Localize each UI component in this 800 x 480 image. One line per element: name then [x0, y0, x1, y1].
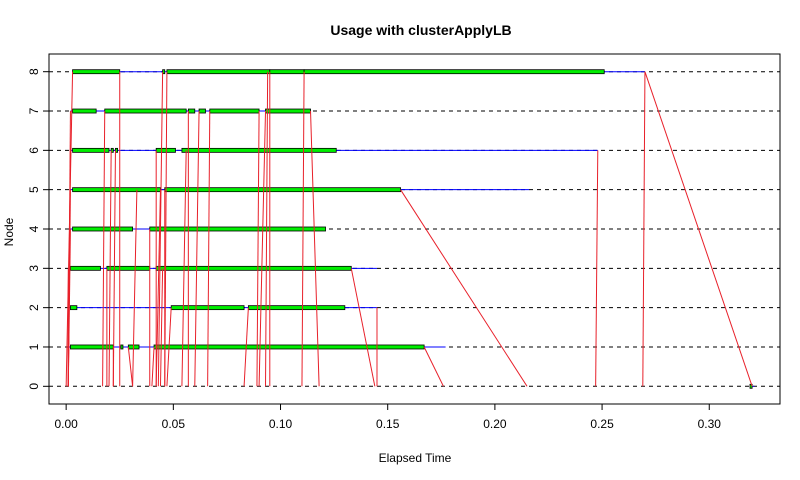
send-line	[400, 189, 528, 387]
task-bar	[164, 187, 401, 193]
y-axis-label: Node	[2, 217, 16, 246]
y-tick-label: 0	[27, 383, 41, 390]
send-line	[159, 268, 164, 387]
send-line	[423, 346, 444, 387]
send-line	[350, 268, 376, 387]
send-line	[108, 150, 112, 387]
task-bar	[269, 69, 305, 75]
x-tick-label: 0.20	[483, 417, 507, 431]
task-bar	[70, 305, 78, 311]
task-bar	[72, 147, 110, 153]
y-axis: 0 1 2 3 4 5 6 7 8	[27, 68, 49, 390]
y-tick-label: 7	[27, 107, 41, 114]
chart-title: Usage with clusterApplyLB	[330, 22, 511, 38]
send-line	[265, 71, 269, 387]
task-bar	[187, 108, 196, 114]
task-bar	[72, 108, 97, 114]
send-line	[256, 111, 260, 387]
y-tick-label: 4	[27, 225, 41, 232]
task-bar	[170, 305, 245, 311]
x-tick-label: 0.30	[698, 417, 722, 431]
send-line	[207, 111, 211, 387]
send-line	[258, 111, 267, 387]
task-bar	[155, 265, 352, 271]
task-bar	[303, 69, 605, 75]
task-bar	[155, 147, 176, 153]
send-line	[243, 307, 249, 387]
task-bar	[209, 108, 260, 114]
send-line	[194, 111, 200, 387]
task-bar	[70, 265, 101, 271]
task-bar	[120, 344, 124, 350]
x-tick-label: 0.00	[54, 417, 78, 431]
task-bar	[106, 265, 151, 271]
task-bar	[247, 305, 346, 311]
task-bar	[166, 69, 271, 75]
send-lines	[65, 71, 753, 387]
task-bar	[198, 108, 206, 114]
send-line	[644, 71, 753, 387]
task-bar	[104, 108, 187, 114]
x-tick-label: 0.15	[376, 417, 400, 431]
send-line	[132, 189, 138, 387]
x-tick-label: 0.10	[269, 417, 293, 431]
y-tick-label: 1	[27, 343, 41, 350]
task-bar	[149, 226, 326, 232]
send-line	[157, 71, 164, 387]
task-bar	[153, 344, 425, 350]
send-line	[127, 346, 134, 387]
y-tick-label: 6	[27, 147, 41, 154]
send-line	[595, 150, 599, 387]
send-line	[164, 71, 168, 387]
send-line	[310, 111, 320, 387]
task-bar	[72, 187, 161, 193]
x-axis-label: Elapsed Time	[379, 451, 452, 465]
y-tick-label: 3	[27, 265, 41, 272]
y-tick-label: 8	[27, 68, 41, 75]
task-bar	[72, 69, 121, 75]
x-tick-label: 0.05	[162, 417, 186, 431]
send-line	[642, 71, 646, 387]
send-line	[181, 150, 187, 387]
send-line	[301, 71, 305, 387]
task-bar	[72, 226, 134, 232]
send-line	[151, 346, 155, 387]
x-axis: 0.00 0.05 0.10 0.15 0.20 0.25 0.30	[54, 404, 721, 431]
send-line	[102, 111, 106, 387]
x-tick-label: 0.25	[590, 417, 614, 431]
y-tick-label: 5	[27, 186, 41, 193]
y-tick-label: 2	[27, 304, 41, 311]
send-line	[166, 307, 172, 387]
send-line	[155, 189, 161, 387]
